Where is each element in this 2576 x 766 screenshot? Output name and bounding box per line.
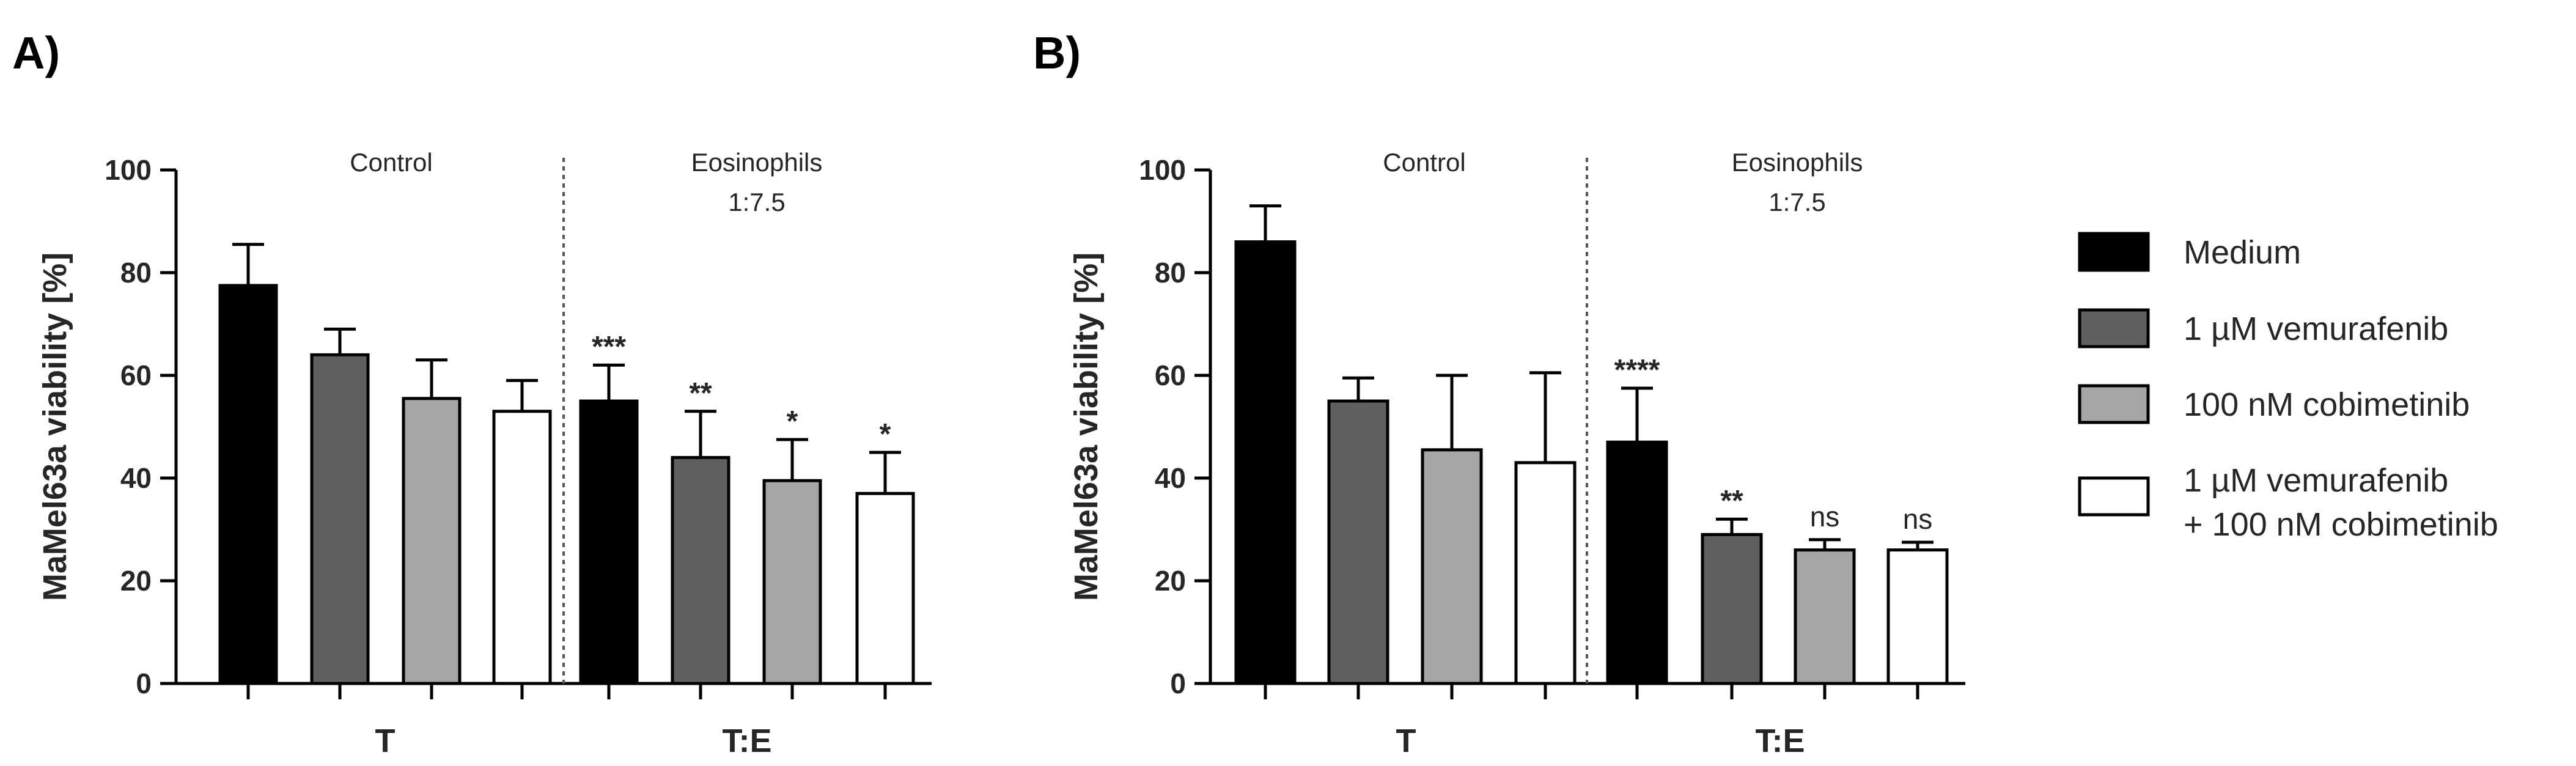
panel-b-bar-cobimetinib-t bbox=[1421, 448, 1483, 685]
panel-a-bar-combination-te bbox=[855, 492, 915, 685]
panel-b-y-tick-label: 60 bbox=[1155, 359, 1186, 391]
panel-b-significance-label: ns bbox=[1903, 503, 1933, 535]
panel-a-bar-cobimetinib-t bbox=[402, 397, 462, 685]
panel-a-bar-medium-t bbox=[218, 284, 278, 685]
panel-a-significance-label: * bbox=[787, 405, 798, 438]
panel-a-bar-cobimetinib-te bbox=[762, 479, 822, 685]
panel-a-significance-label: * bbox=[880, 418, 891, 451]
panel-b-label: B) bbox=[1033, 28, 1081, 78]
legend-swatch-medium bbox=[2078, 232, 2150, 272]
panel-b-y-tick-label: 100 bbox=[1139, 154, 1186, 186]
panel-a-group-label: Control bbox=[350, 148, 432, 177]
panel-a-group-sublabel: 1:7.5 bbox=[728, 188, 785, 216]
panel-b-y-tick-label: 40 bbox=[1155, 462, 1186, 494]
panel-a-y-tick-label: 20 bbox=[120, 565, 152, 597]
panel-a-significance-label: *** bbox=[592, 331, 626, 363]
legend-label-combination: 1 µM vemurafenib bbox=[2184, 462, 2448, 499]
panel-b-bar-vemurafenib-te bbox=[1701, 532, 1763, 685]
panel-b-y-tick-label: 20 bbox=[1155, 565, 1186, 597]
panel-b-significance-label: **** bbox=[1614, 354, 1660, 386]
panel-b-y-tick-label: 0 bbox=[1170, 668, 1186, 699]
panel-b-group-label: Control bbox=[1383, 148, 1465, 177]
panel-a-y-tick-label: 0 bbox=[136, 668, 152, 699]
panel-a-y-axis-label: MaMel63a viability [%] bbox=[37, 252, 73, 601]
panel-a-bar-vemurafenib-te bbox=[671, 455, 730, 685]
legend-label-vemurafenib: 1 µM vemurafenib bbox=[2184, 311, 2448, 347]
panel-a-label: A) bbox=[12, 28, 60, 78]
panel-b-significance-label: ns bbox=[1810, 501, 1840, 532]
panel-b-bar-cobimetinib-te bbox=[1794, 548, 1856, 685]
legend-label-cobimetinib: 100 nM cobimetinib bbox=[2184, 386, 2470, 423]
panel-a-bar-combination-t bbox=[492, 410, 552, 685]
panel-a-y-tick-label: 60 bbox=[120, 359, 152, 391]
legend-swatch-vemurafenib bbox=[2078, 308, 2150, 348]
panel-a-group-label: Eosinophils bbox=[691, 148, 823, 177]
panel-b-bar-combination-te bbox=[1886, 548, 1949, 685]
panel-a-bar-medium-te bbox=[579, 399, 639, 685]
panel-b-group-sublabel: 1:7.5 bbox=[1768, 188, 1825, 216]
panel-b-significance-label: ** bbox=[1720, 485, 1743, 517]
panel-a-y-tick-label: 80 bbox=[120, 257, 152, 289]
legend-swatch-cobimetinib bbox=[2078, 384, 2150, 424]
panel-a-category-label: T bbox=[375, 723, 396, 759]
panel-b-category-label: T bbox=[1396, 723, 1416, 759]
legend-label-medium: Medium bbox=[2184, 234, 2301, 271]
panel-b-y-axis-label: MaMel63a viability [%] bbox=[1068, 252, 1105, 601]
panel-b-bar-vemurafenib-t bbox=[1327, 399, 1389, 685]
panel-b-category-label: T:E bbox=[1756, 723, 1805, 759]
panel-a-significance-label: ** bbox=[689, 377, 712, 410]
legend-swatch-combination bbox=[2078, 476, 2150, 517]
panel-b-bar-medium-te bbox=[1606, 440, 1668, 685]
panel-b-bar-medium-t bbox=[1234, 240, 1297, 685]
panel-a-y-tick-label: 100 bbox=[105, 154, 152, 186]
panel-b-bar-combination-t bbox=[1514, 461, 1577, 685]
panel-b-y-tick-label: 80 bbox=[1155, 257, 1186, 289]
panel-b-group-label: Eosinophils bbox=[1732, 148, 1863, 177]
panel-a-category-label: T:E bbox=[723, 723, 772, 759]
legend-label-combination-line2: + 100 nM cobimetinib bbox=[2184, 506, 2498, 543]
panel-a-bar-vemurafenib-t bbox=[310, 353, 370, 685]
panel-a-y-tick-label: 40 bbox=[120, 462, 152, 494]
